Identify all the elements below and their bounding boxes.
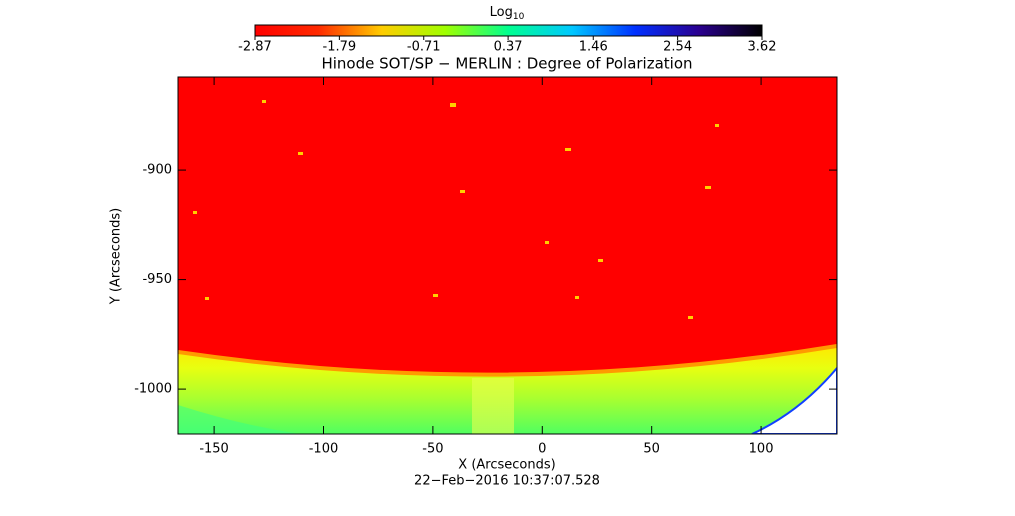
- x-tick-label: -100: [309, 442, 339, 457]
- x-tick-label: 100: [749, 442, 774, 457]
- date-label: 22−Feb−2016 10:37:07.528: [414, 474, 600, 489]
- x-axis-label: X (Arcseconds): [458, 458, 555, 473]
- plot-frame: [177, 76, 838, 435]
- x-tick-label: 50: [643, 442, 660, 457]
- colorbar-tick-label: -1.79: [323, 40, 357, 55]
- y-tick-label: -900: [142, 163, 172, 178]
- y-tick-label: -1000: [134, 382, 172, 397]
- chart-title: Hinode SOT/SP − MERLIN : Degree of Polar…: [321, 55, 692, 73]
- colorbar-title: Log10: [490, 5, 525, 22]
- colorbar-title-subscript: 10: [513, 12, 525, 22]
- colorbar-title-base: Log: [490, 5, 513, 20]
- colorbar-tick-label: 0.37: [494, 40, 523, 55]
- limb-corner: [178, 405, 300, 434]
- axes: -2.87 -1.79 -0.71 0.37 1.46 2.54 3.62 -150 -100 -…: [134, 36, 837, 457]
- colorbar: [254, 24, 763, 37]
- y-axis-label: Y (Arcseconds): [109, 208, 124, 305]
- limb-edge: [178, 344, 837, 377]
- colorbar-tick-label: -0.71: [407, 40, 441, 55]
- speckles: [193, 100, 719, 319]
- x-tick-label: -150: [199, 442, 229, 457]
- colorbar-tick-label: 3.62: [748, 40, 777, 55]
- y-tick-label: -950: [142, 272, 172, 287]
- solar-image: [178, 77, 837, 434]
- colorbar-tick-label: 2.54: [663, 40, 692, 55]
- slit-strip: [472, 378, 514, 434]
- x-tick-label: 0: [538, 442, 546, 457]
- x-tick-label: -50: [422, 442, 443, 457]
- colorbar-tick-label: -2.87: [238, 40, 272, 55]
- colorbar-tick-label: 1.46: [579, 40, 608, 55]
